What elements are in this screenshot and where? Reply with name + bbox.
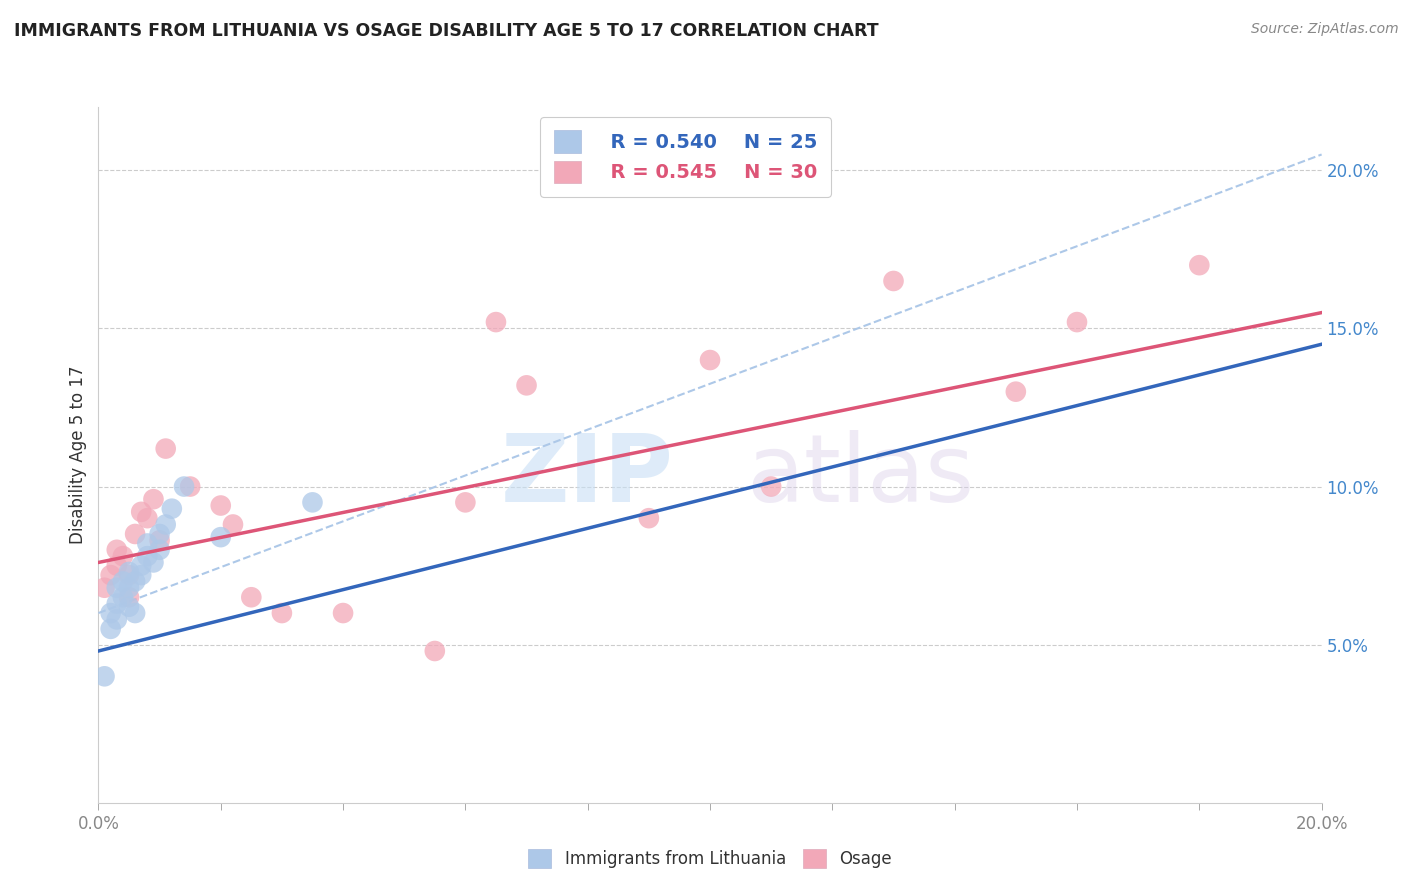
Text: Source: ZipAtlas.com: Source: ZipAtlas.com — [1251, 22, 1399, 37]
Point — [209, 499, 232, 513]
Point — [105, 542, 128, 557]
Point — [105, 581, 128, 595]
Point — [136, 511, 159, 525]
Point — [100, 568, 122, 582]
Point — [160, 501, 183, 516]
Point — [111, 549, 134, 563]
Point — [129, 568, 152, 582]
Text: atlas: atlas — [747, 430, 974, 522]
Point — [516, 378, 538, 392]
Point — [1066, 315, 1088, 329]
Point — [118, 568, 141, 582]
Point — [155, 517, 177, 532]
Point — [118, 599, 141, 614]
Point — [637, 511, 661, 525]
Point — [173, 479, 195, 493]
Point — [759, 479, 782, 493]
Point — [423, 644, 446, 658]
Point — [124, 606, 146, 620]
Point — [179, 479, 201, 493]
Point — [142, 492, 165, 507]
Point — [124, 574, 146, 589]
Point — [105, 597, 128, 611]
Point — [485, 315, 508, 329]
Point — [129, 558, 152, 573]
Point — [149, 533, 172, 548]
Point — [699, 353, 721, 368]
Point — [93, 669, 115, 683]
Point — [1004, 384, 1026, 399]
Point — [111, 591, 134, 605]
Point — [100, 622, 122, 636]
Point — [136, 536, 159, 550]
Point — [118, 565, 141, 579]
Point — [105, 558, 128, 573]
Point — [93, 581, 115, 595]
Point — [240, 591, 263, 605]
Point — [883, 274, 905, 288]
Point — [111, 574, 134, 589]
Legend: Immigrants from Lithuania, Osage: Immigrants from Lithuania, Osage — [522, 842, 898, 874]
Point — [301, 495, 323, 509]
Point — [118, 591, 141, 605]
Point — [100, 606, 122, 620]
Point — [222, 517, 245, 532]
Point — [129, 505, 152, 519]
Text: IMMIGRANTS FROM LITHUANIA VS OSAGE DISABILITY AGE 5 TO 17 CORRELATION CHART: IMMIGRANTS FROM LITHUANIA VS OSAGE DISAB… — [14, 22, 879, 40]
Point — [454, 495, 477, 509]
Point — [270, 606, 292, 620]
Point — [149, 527, 172, 541]
Point — [142, 556, 165, 570]
Point — [105, 612, 128, 626]
Point — [332, 606, 354, 620]
Point — [124, 527, 146, 541]
Text: ZIP: ZIP — [501, 430, 673, 522]
Point — [1188, 258, 1211, 272]
Point — [136, 549, 159, 563]
Y-axis label: Disability Age 5 to 17: Disability Age 5 to 17 — [69, 366, 87, 544]
Point — [209, 530, 232, 544]
Point — [155, 442, 177, 456]
Point — [118, 581, 141, 595]
Point — [149, 542, 172, 557]
